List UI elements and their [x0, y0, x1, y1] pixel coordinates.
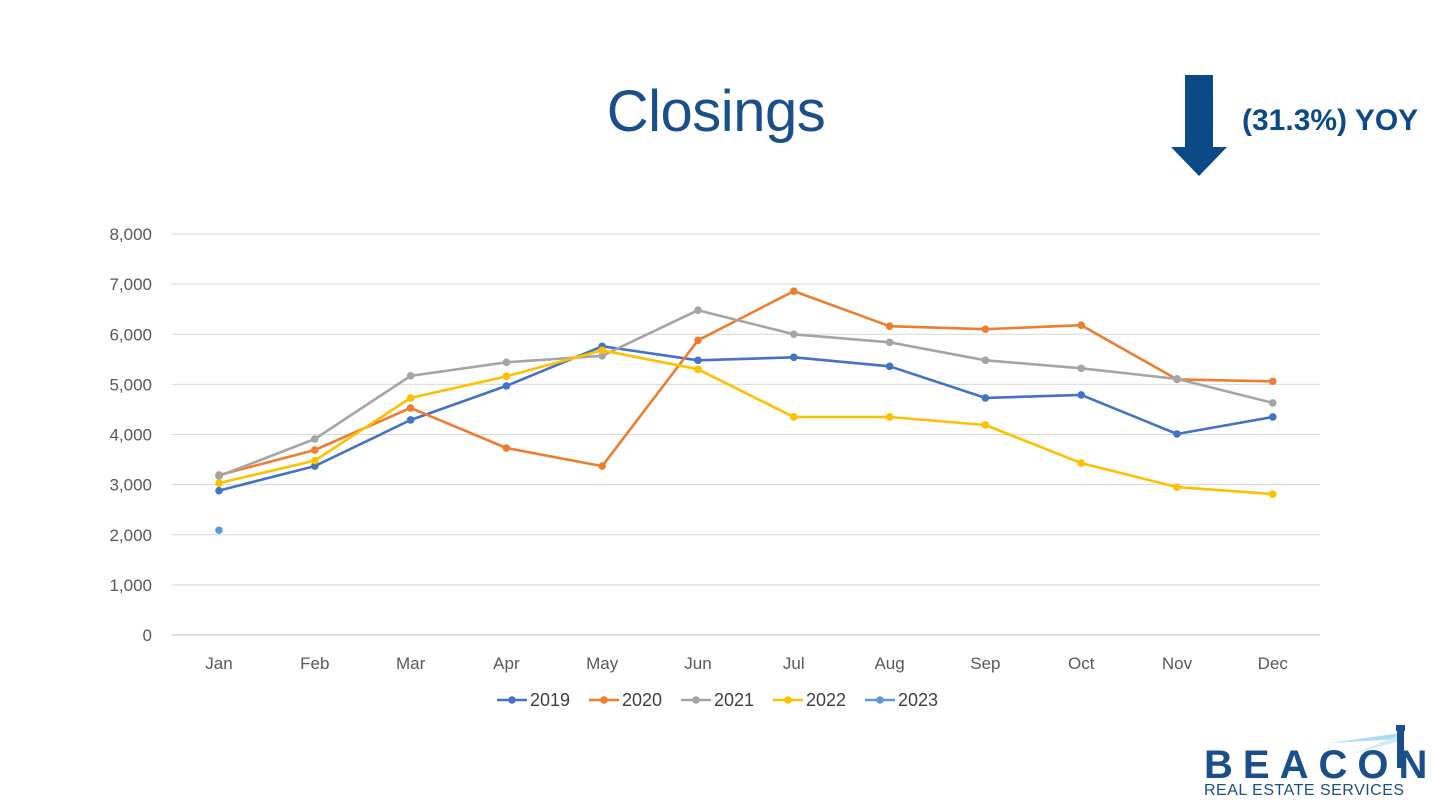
data-point-2019: [502, 382, 511, 390]
series-line-2022: [218, 349, 1273, 496]
data-point-2021: [1173, 375, 1181, 383]
series-line-2020: [218, 289, 1273, 477]
legend-swatch-marker: [784, 696, 792, 704]
data-point-2022: [406, 394, 415, 402]
data-point-2020: [598, 462, 606, 470]
x-tick-label: Oct: [1068, 654, 1095, 673]
data-point-2019: [406, 416, 415, 424]
y-tick-label: 7,000: [109, 275, 152, 294]
data-point-2022: [215, 479, 223, 487]
data-point-2020: [981, 325, 990, 334]
x-tick-label: Jun: [684, 654, 711, 673]
data-point-2022: [1077, 459, 1085, 467]
logo-wordmark: BEACON: [1204, 743, 1432, 787]
data-point-2021: [885, 338, 894, 347]
data-point-2021: [1269, 399, 1277, 407]
data-point-2022: [502, 372, 511, 381]
lighthouse-beam-icon: [1330, 725, 1405, 768]
legend-swatch-marker: [876, 696, 884, 704]
data-point-2022: [598, 346, 606, 355]
logo-subtitle: REAL ESTATE SERVICES: [1204, 782, 1405, 799]
y-tick-label: 0: [143, 626, 152, 645]
chart-title: Closings: [606, 79, 826, 144]
y-tick-label: 1,000: [109, 576, 152, 595]
legend-label: 2019: [530, 690, 570, 710]
data-point-2022: [885, 413, 894, 421]
data-point-2021: [311, 435, 319, 443]
data-point-2021: [502, 358, 511, 367]
data-point-2019: [885, 362, 894, 371]
down-arrow-icon: [1171, 75, 1227, 176]
data-point-2022: [1173, 483, 1181, 491]
legend-label: 2022: [806, 690, 846, 710]
data-point-2022: [311, 456, 319, 465]
y-tick-label: 5,000: [109, 375, 152, 394]
data-point-2019: [1077, 391, 1085, 399]
x-tick-label: Mar: [396, 654, 426, 673]
data-point-2020: [1269, 377, 1277, 386]
data-point-2020: [1077, 321, 1085, 330]
y-tick-label: 8,000: [109, 225, 152, 244]
legend-swatch-marker: [692, 696, 700, 704]
y-tick-label: 6,000: [109, 325, 152, 344]
data-point-2020: [694, 336, 702, 345]
data-point-2021: [406, 372, 415, 380]
x-tick-label: Jul: [783, 654, 805, 673]
data-point-2019: [981, 394, 990, 402]
x-tick-label: Sep: [970, 654, 1000, 673]
data-point-2021: [694, 306, 702, 314]
data-point-2023: [215, 526, 223, 535]
series-line-2021: [218, 308, 1274, 478]
data-point-2022: [694, 365, 702, 374]
yoy-change-label: (31.3%) YOY: [1242, 104, 1419, 137]
legend-label: 2020: [622, 690, 662, 710]
legend-label: 2021: [714, 690, 754, 710]
data-point-2020: [790, 287, 798, 295]
data-point-2021: [981, 356, 990, 365]
data-point-2019: [215, 486, 223, 495]
x-tick-label: Dec: [1258, 654, 1289, 673]
x-tick-label: Feb: [300, 654, 329, 673]
data-point-2019: [311, 462, 319, 470]
data-point-2019: [790, 353, 798, 362]
x-tick-label: May: [586, 654, 619, 673]
legend-label: 2023: [898, 690, 938, 710]
x-tick-label: Nov: [1162, 654, 1193, 673]
x-tick-label: Jan: [205, 654, 232, 673]
data-point-2022: [1269, 490, 1277, 498]
x-tick-label: Aug: [874, 654, 904, 673]
data-point-2021: [215, 472, 223, 480]
data-point-2022: [790, 413, 798, 421]
data-point-2019: [694, 356, 702, 365]
data-point-2019: [1173, 430, 1181, 438]
legend-swatch-marker: [600, 696, 608, 704]
data-point-2019: [1269, 413, 1277, 421]
y-tick-label: 3,000: [109, 476, 152, 495]
beacon-logo: BEACON REAL ESTATE SERVICES: [1200, 725, 1432, 805]
y-tick-label: 4,000: [109, 426, 152, 445]
series-line-2019: [218, 345, 1274, 492]
data-point-2021: [598, 352, 606, 360]
y-tick-label: 2,000: [109, 526, 152, 545]
data-point-2020: [406, 404, 415, 412]
data-point-2021: [1077, 364, 1085, 373]
data-point-2020: [502, 444, 511, 452]
legend-swatch-marker: [508, 696, 516, 704]
x-tick-label: Apr: [493, 654, 520, 673]
data-point-2020: [885, 322, 894, 331]
data-point-2020: [311, 446, 319, 454]
data-point-2022: [981, 421, 990, 429]
data-point-2021: [790, 330, 798, 339]
